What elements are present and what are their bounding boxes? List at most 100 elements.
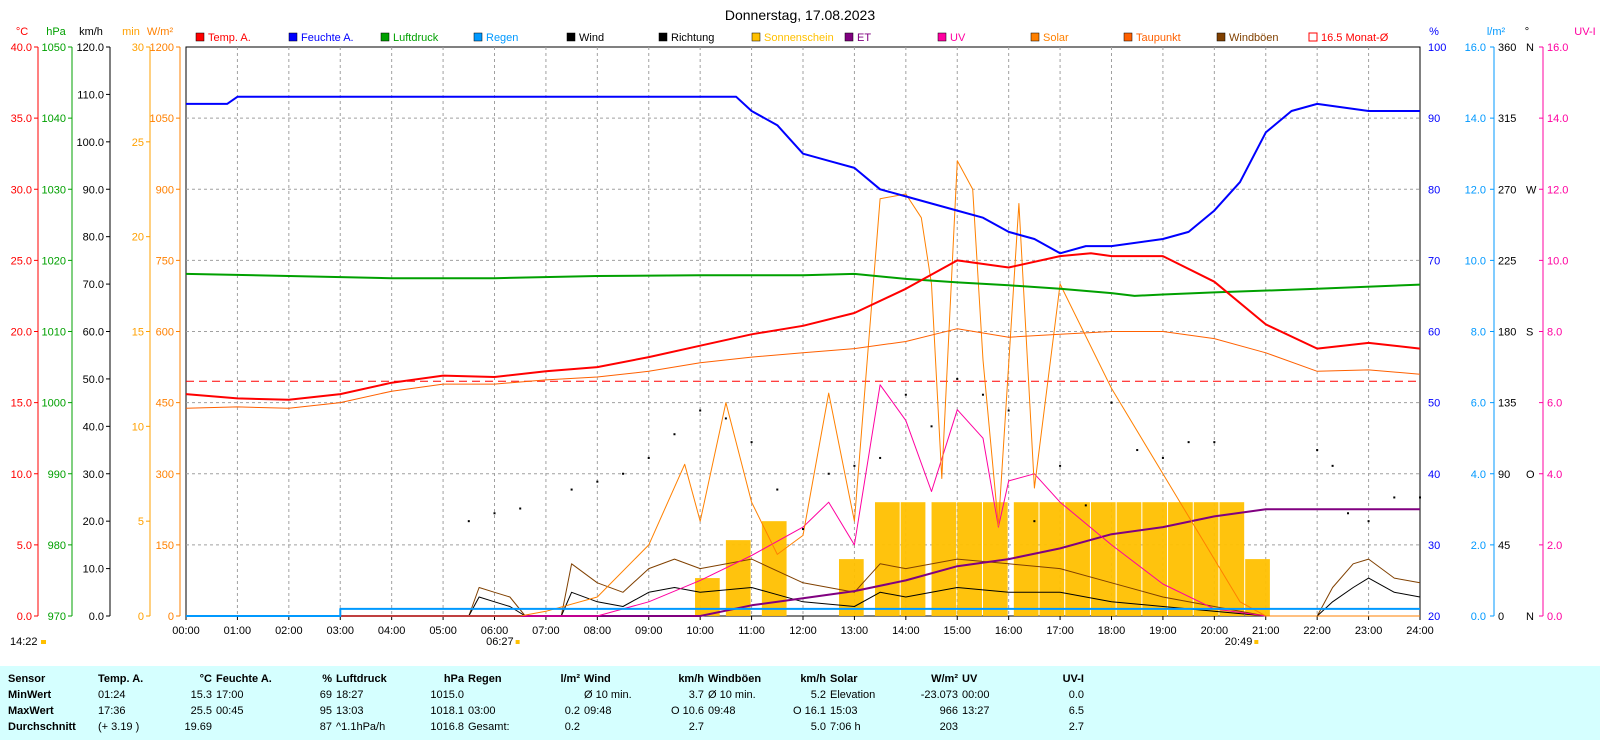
stats-cell: 5.0 xyxy=(810,721,826,733)
left-axis-tick-label: 0.0 xyxy=(17,611,32,623)
left-axis-tick-label: 50.0 xyxy=(83,374,104,386)
direction-point xyxy=(853,464,856,467)
direction-point xyxy=(1033,520,1036,523)
x-tick-label: 05:00 xyxy=(429,625,457,637)
stats-cell: 2.7 xyxy=(688,721,704,733)
x-tick-label: 24:00 xyxy=(1406,625,1434,637)
sunshine-bar xyxy=(1142,502,1168,616)
stats-row: MinWert 01:24 15.3 17:00 69 18:27 1015.0 Ø 10 m… xyxy=(6,687,1086,703)
direction-point xyxy=(1007,409,1010,412)
left-axis-tick-label: 20.0 xyxy=(11,327,32,339)
right-axis-tick-label: W xyxy=(1526,184,1537,196)
x-tick-label: 11:00 xyxy=(738,625,765,637)
legend-swatch xyxy=(195,32,205,42)
right-axis-tick-label: 30 xyxy=(1428,540,1440,552)
direction-point xyxy=(879,456,882,459)
current-time-marker xyxy=(41,640,46,644)
right-axis-tick-label: 0 xyxy=(1498,611,1504,623)
stats-cell: Solar xyxy=(830,673,858,685)
direction-point xyxy=(596,480,599,483)
sunshine-bar xyxy=(900,502,926,616)
right-axis-tick-label: 90 xyxy=(1428,113,1440,125)
series-line-et xyxy=(186,508,1420,617)
left-axis-tick-label: 1020 xyxy=(42,255,66,267)
right-axis-tick-label: 40 xyxy=(1428,469,1440,481)
x-tick-label: 02:00 xyxy=(275,625,303,637)
legend-label: Luftdruck xyxy=(393,32,439,44)
stats-cell: 1015.0 xyxy=(430,689,464,701)
right-axis-tick-label: 12.0 xyxy=(1547,184,1568,196)
right-axis-unit: ° xyxy=(1525,26,1529,38)
right-axis-tick-label: S xyxy=(1526,327,1533,339)
right-axis-tick-label: 2.0 xyxy=(1471,540,1486,552)
left-axis-tick-label: 40.0 xyxy=(83,421,104,433)
sunshine-bar xyxy=(1013,502,1039,616)
legend-label: Temp. A. xyxy=(208,32,251,44)
left-axis-tick-label: 0.0 xyxy=(89,611,104,623)
sunshine-bar xyxy=(1039,502,1065,616)
left-axis-tick-label: 1200 xyxy=(150,42,174,54)
legend-swatch xyxy=(751,32,761,42)
left-axis-tick-label: 990 xyxy=(48,469,66,481)
weather-chart: Donnerstag, 17.08.2023 Temp. A. Feuchte A… xyxy=(10,7,1596,648)
direction-point xyxy=(724,417,727,420)
legend-label: Regen xyxy=(486,32,518,44)
legend-swatch xyxy=(658,32,668,42)
stats-cell: Luftdruck xyxy=(336,673,387,685)
stats-cell: MaxWert xyxy=(8,705,54,717)
right-axis-tick-label: 360 xyxy=(1498,42,1516,54)
x-tick-label: 20:00 xyxy=(1201,625,1229,637)
direction-point xyxy=(1419,496,1421,499)
direction-point xyxy=(1316,449,1319,452)
left-axis-tick-label: 1050 xyxy=(42,42,66,54)
right-axis-tick-label: O xyxy=(1526,469,1535,481)
right-axis-tick-label: 0.0 xyxy=(1471,611,1486,623)
x-tick-label: 18:00 xyxy=(1098,625,1126,637)
left-axis-tick-label: 30 xyxy=(132,42,144,54)
right-axis-tick-label: 225 xyxy=(1498,255,1516,267)
right-axis-unit: l/m² xyxy=(1487,26,1506,38)
left-axis-tick-label: 5.0 xyxy=(17,540,32,552)
x-tick-label: 10:00 xyxy=(686,625,714,637)
stats-cell: 25.5 xyxy=(190,705,212,717)
direction-point xyxy=(776,488,779,491)
right-axis-tick-label: 4.0 xyxy=(1547,469,1562,481)
sunrise-marker xyxy=(515,640,520,644)
left-axis-tick-label: 750 xyxy=(156,255,174,267)
direction-point xyxy=(673,433,676,436)
legend-label: Feuchte A. xyxy=(301,32,354,44)
left-axis-tick-label: 110.0 xyxy=(77,89,104,101)
left-axis-tick-label: 970 xyxy=(48,611,66,623)
series-line-taupunkt xyxy=(185,328,1421,409)
left-axis-tick-label: 900 xyxy=(156,184,174,196)
left-axis-tick-label: 20.0 xyxy=(83,516,104,528)
left-axis-unit: km/h xyxy=(79,26,103,38)
right-axis-tick-label: 10.0 xyxy=(1465,255,1486,267)
stats-cell: Elevation xyxy=(830,689,876,701)
stats-cell: 0.2 xyxy=(564,721,580,733)
left-axis-tick-label: 10 xyxy=(132,421,144,433)
right-axis-tick-label: 50 xyxy=(1428,398,1440,410)
x-tick-label: 04:00 xyxy=(378,625,406,637)
x-tick-label: 16:00 xyxy=(995,625,1023,637)
current-time-label: 14:22 xyxy=(10,636,38,648)
stats-cell: Windböen xyxy=(708,673,762,685)
stats-cell: Sensor xyxy=(8,673,46,685)
legend-swatch xyxy=(1030,32,1040,42)
left-axis-tick-label: 70.0 xyxy=(83,279,104,291)
legend-label: UV xyxy=(950,32,966,44)
right-axis-tick-label: 180 xyxy=(1498,327,1516,339)
stats-cell: UV-I xyxy=(1062,673,1084,685)
left-axis-tick-label: 15.0 xyxy=(11,398,32,410)
x-tick-label: 19:00 xyxy=(1149,625,1177,637)
statistics-panel: Sensor Temp. A. °C Feuchte A.% Luftdruck hPa R… xyxy=(0,666,1600,740)
chart-title: Donnerstag, 17.08.2023 xyxy=(725,7,875,23)
stats-cell: Wind xyxy=(584,673,611,685)
direction-point xyxy=(981,393,984,396)
stats-cell: Ø 10 min. xyxy=(584,689,632,701)
stats-cell: 1016.8 xyxy=(430,721,464,733)
sunshine-bar xyxy=(725,540,751,616)
stats-cell: 203 xyxy=(939,721,958,733)
x-tick-label: 22:00 xyxy=(1303,625,1331,637)
direction-point xyxy=(956,377,959,380)
